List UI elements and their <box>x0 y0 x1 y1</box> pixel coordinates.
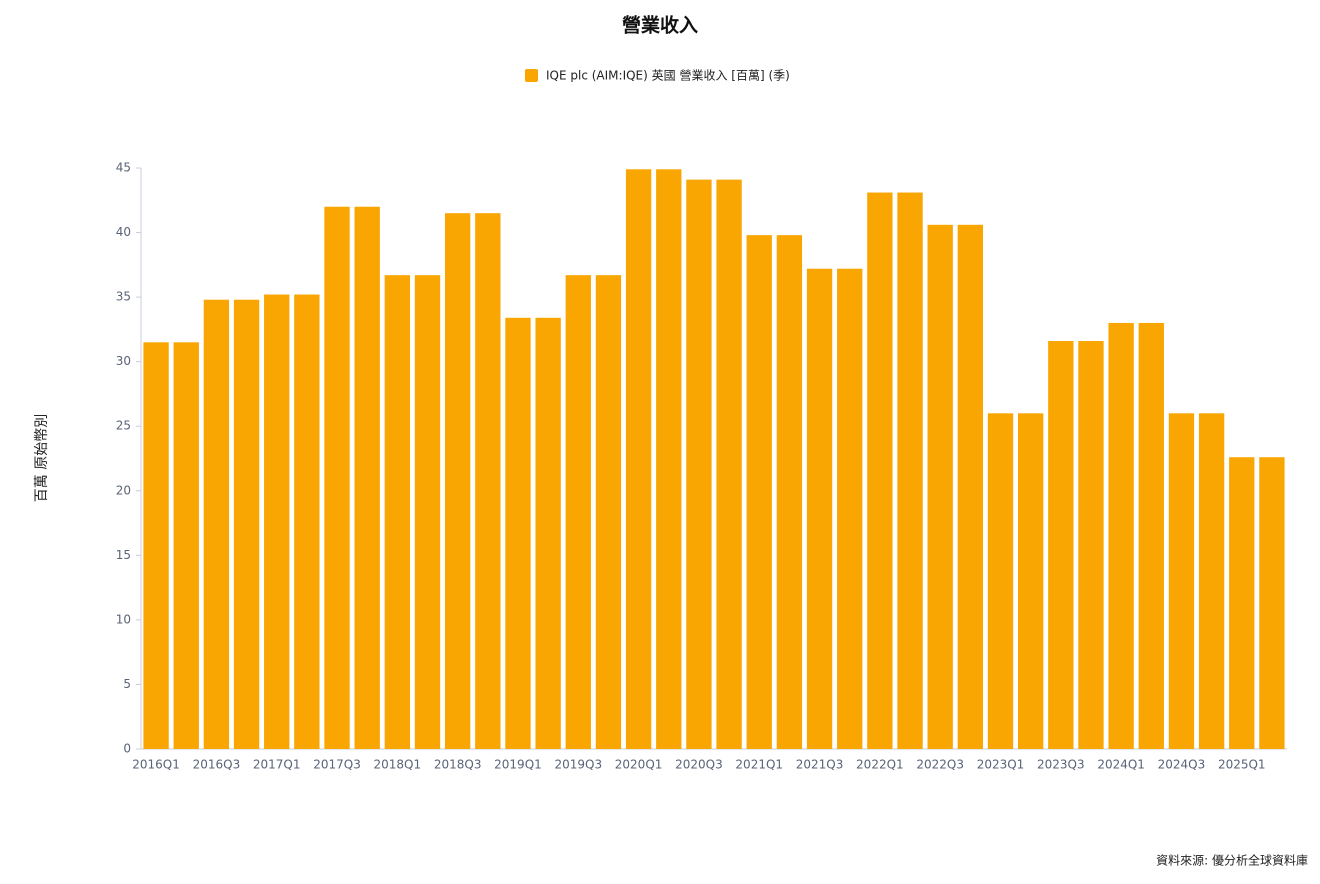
bar <box>716 179 742 749</box>
bar <box>1229 457 1255 749</box>
x-tick-label: 2023Q3 <box>1037 758 1085 772</box>
bar <box>746 235 772 750</box>
bar <box>354 206 380 749</box>
bar <box>565 275 591 749</box>
x-tick-label: 2019Q1 <box>494 758 542 772</box>
bar <box>475 213 501 749</box>
y-tick-label: 0 <box>123 742 131 756</box>
bar <box>595 275 622 749</box>
bar <box>414 275 441 749</box>
chart-title: 營業收入 <box>622 14 698 37</box>
bar <box>1138 322 1164 749</box>
x-tick-label: 2022Q1 <box>856 758 904 772</box>
bar <box>867 192 893 749</box>
bar <box>625 169 652 749</box>
y-tick-label: 15 <box>116 548 131 562</box>
bar <box>686 179 712 749</box>
bar <box>505 317 531 749</box>
x-tick-label: 2018Q1 <box>374 758 422 772</box>
x-tick-label: 2020Q3 <box>675 758 723 772</box>
bar <box>203 299 230 749</box>
bar <box>776 235 803 750</box>
bar <box>233 299 260 749</box>
x-tick-label: 2016Q3 <box>193 758 241 772</box>
bar <box>957 224 984 749</box>
x-tick-label: 2017Q3 <box>313 758 361 772</box>
bar <box>173 342 199 749</box>
bar <box>987 413 1014 749</box>
x-tick-label: 2016Q1 <box>132 758 180 772</box>
y-tick-label: 25 <box>116 419 131 433</box>
y-tick-label: 5 <box>123 677 131 691</box>
x-tick-label: 2019Q3 <box>554 758 602 772</box>
bar <box>1078 341 1104 749</box>
bar <box>837 268 863 749</box>
y-tick-label: 35 <box>116 290 131 304</box>
y-tick-label: 10 <box>116 612 131 626</box>
bar <box>444 213 471 749</box>
bar <box>1198 413 1225 749</box>
y-tick-label: 40 <box>116 225 131 239</box>
bar <box>927 224 953 749</box>
x-tick-label: 2025Q1 <box>1218 758 1266 772</box>
x-tick-label: 2020Q1 <box>615 758 663 772</box>
y-tick-label: 20 <box>116 483 131 497</box>
bar <box>384 275 411 749</box>
x-tick-label: 2024Q3 <box>1158 758 1206 772</box>
bar <box>264 294 290 749</box>
bar <box>1108 322 1134 749</box>
x-tick-label: 2023Q1 <box>977 758 1025 772</box>
x-tick-label: 2022Q3 <box>916 758 964 772</box>
bar <box>143 342 169 749</box>
bar <box>1259 457 1285 749</box>
x-tick-label: 2017Q1 <box>253 758 301 772</box>
source: 資料來源: 優分析全球資料庫 <box>1156 853 1308 868</box>
bar <box>1168 413 1195 749</box>
bar <box>1048 341 1074 749</box>
x-tick-label: 2024Q1 <box>1097 758 1145 772</box>
legend-swatch <box>525 69 538 82</box>
legend-label: IQE plc (AIM:IQE) 英國 營業收入 [百萬] (季) <box>546 69 790 83</box>
x-tick-label: 2018Q3 <box>434 758 482 772</box>
bar <box>1017 413 1044 749</box>
bar <box>656 169 682 749</box>
bar <box>806 268 833 749</box>
y-tick-label: 30 <box>116 354 131 368</box>
x-tick-label: 2021Q1 <box>735 758 783 772</box>
y-axis-title: 百萬 原始幣別 <box>34 414 50 502</box>
bar <box>294 294 320 749</box>
y-tick-label: 45 <box>116 161 131 175</box>
x-tick-label: 2021Q3 <box>796 758 844 772</box>
bar <box>897 192 923 749</box>
bar <box>535 317 561 749</box>
bar <box>324 206 350 749</box>
